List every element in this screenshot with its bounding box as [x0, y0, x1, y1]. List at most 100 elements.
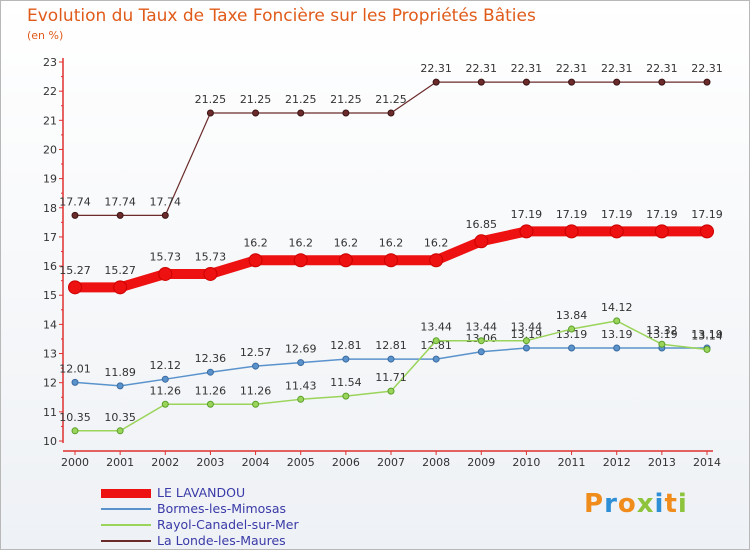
y-tick-label: 11 [43, 406, 57, 419]
x-tick-label: 2001 [106, 456, 134, 469]
data-label-le-lavandou: 16.2 [288, 237, 313, 250]
data-point-la-londe-les-maures [387, 109, 395, 117]
data-point-la-londe-les-maures [568, 78, 576, 86]
data-point-la-londe-les-maures [116, 211, 124, 219]
data-point-la-londe-les-maures [477, 78, 485, 86]
data-point-rayol-canadel-sur-mer [703, 345, 711, 353]
data-point-la-londe-les-maures [522, 78, 530, 86]
data-label-le-lavandou: 17.19 [556, 208, 588, 221]
y-tick-label: 14 [43, 318, 57, 331]
legend-swatch-la-londe [101, 540, 151, 542]
data-label-bormes-les-mimosas: 13.19 [601, 328, 633, 341]
data-point-la-londe-les-maures [342, 109, 350, 117]
legend-label-la-londe: La Londe-les-Maures [157, 533, 286, 548]
y-tick-label: 20 [43, 143, 57, 156]
data-label-bormes-les-mimosas: 11.89 [104, 366, 136, 379]
x-tick-label: 2008 [422, 456, 450, 469]
data-label-rayol-canadel-sur-mer: 13.44 [420, 321, 452, 334]
data-label-la-londe-les-maures: 22.31 [466, 62, 498, 75]
x-tick-label: 2013 [648, 456, 676, 469]
data-label-le-lavandou: 16.2 [379, 237, 404, 250]
data-label-bormes-les-mimosas: 13.19 [691, 328, 723, 341]
logo-letter: i [654, 489, 665, 519]
data-point-rayol-canadel-sur-mer [477, 337, 485, 345]
y-tick-label: 17 [43, 231, 57, 244]
proxiti-logo[interactable]: Proxiti [584, 489, 688, 519]
legend-label-bormes: Bormes-les-Mimosas [157, 501, 286, 516]
data-label-la-londe-les-maures: 17.74 [150, 195, 182, 208]
data-point-rayol-canadel-sur-mer [252, 400, 260, 408]
data-label-rayol-canadel-sur-mer: 13.32 [646, 324, 678, 337]
chart-title: Evolution du Taux de Taxe Foncière sur l… [27, 6, 536, 26]
x-tick-label: 2011 [558, 456, 586, 469]
logo-letter: t [664, 489, 678, 519]
data-point-bormes-les-mimosas [522, 344, 530, 352]
data-label-rayol-canadel-sur-mer: 10.35 [104, 411, 136, 424]
data-point-rayol-canadel-sur-mer [297, 395, 305, 403]
data-point-bormes-les-mimosas [71, 378, 79, 386]
data-point-le-lavandou [158, 266, 173, 281]
data-point-rayol-canadel-sur-mer [568, 325, 576, 333]
logo-letter: o [617, 489, 637, 519]
y-tick-label: 23 [43, 56, 57, 69]
data-point-le-lavandou [338, 253, 353, 268]
data-point-rayol-canadel-sur-mer [432, 337, 440, 345]
data-label-bormes-les-mimosas: 12.12 [150, 359, 182, 372]
logo-letter: P [584, 489, 605, 519]
data-point-la-londe-les-maures [613, 78, 621, 86]
data-label-rayol-canadel-sur-mer: 13.14 [691, 329, 723, 342]
data-label-bormes-les-mimosas: 12.01 [59, 362, 91, 375]
data-point-rayol-canadel-sur-mer [71, 427, 79, 435]
data-label-bormes-les-mimosas: 13.19 [511, 328, 543, 341]
x-tick-label: 2010 [512, 456, 540, 469]
x-tick-label: 2014 [693, 456, 721, 469]
data-label-le-lavandou: 15.27 [104, 264, 136, 277]
data-label-rayol-canadel-sur-mer: 11.71 [375, 371, 407, 384]
data-point-bormes-les-mimosas [252, 362, 260, 370]
data-label-la-londe-les-maures: 21.25 [285, 93, 317, 106]
data-label-rayol-canadel-sur-mer: 11.43 [285, 379, 317, 392]
data-point-la-londe-les-maures [161, 211, 169, 219]
data-point-bormes-les-mimosas [206, 368, 214, 376]
data-point-le-lavandou [609, 224, 624, 239]
data-point-le-lavandou [113, 280, 128, 295]
x-tick-label: 2005 [287, 456, 315, 469]
data-label-bormes-les-mimosas: 13.19 [646, 328, 678, 341]
data-point-le-lavandou [68, 280, 82, 295]
y-tick-label: 19 [43, 173, 57, 186]
data-point-le-lavandou [429, 253, 444, 268]
data-point-rayol-canadel-sur-mer [342, 392, 350, 400]
data-label-rayol-canadel-sur-mer: 13.84 [556, 309, 588, 322]
data-point-bormes-les-mimosas [297, 359, 305, 367]
data-label-le-lavandou: 15.73 [195, 250, 227, 263]
data-point-rayol-canadel-sur-mer [658, 340, 666, 348]
data-point-le-lavandou [384, 253, 398, 268]
data-point-la-londe-les-maures [432, 78, 440, 86]
data-point-bormes-les-mimosas [387, 355, 395, 363]
data-label-la-londe-les-maures: 21.25 [375, 93, 407, 106]
y-tick-label: 15 [43, 289, 57, 302]
data-point-rayol-canadel-sur-mer [116, 427, 124, 435]
data-point-la-londe-les-maures [658, 78, 666, 86]
data-label-la-londe-les-maures: 22.31 [420, 62, 452, 75]
data-label-le-lavandou: 15.27 [59, 264, 91, 277]
data-label-bormes-les-mimosas: 12.81 [375, 339, 407, 352]
data-point-la-londe-les-maures [297, 109, 305, 117]
data-label-rayol-canadel-sur-mer: 11.54 [330, 376, 362, 389]
x-tick-label: 2003 [196, 456, 224, 469]
unit-label: (en %) [27, 29, 64, 42]
data-point-rayol-canadel-sur-mer [387, 387, 395, 395]
data-label-le-lavandou: 17.19 [691, 208, 723, 221]
data-label-la-londe-les-maures: 21.25 [330, 93, 362, 106]
data-label-le-lavandou: 16.85 [466, 218, 498, 231]
legend-swatch-bormes [101, 508, 151, 510]
data-label-le-lavandou: 15.73 [150, 250, 182, 263]
data-label-rayol-canadel-sur-mer: 11.26 [195, 384, 227, 397]
data-label-rayol-canadel-sur-mer: 14.12 [601, 301, 633, 314]
logo-letter: r [604, 489, 618, 519]
x-tick-label: 2012 [603, 456, 631, 469]
x-tick-label: 2007 [377, 456, 405, 469]
data-label-bormes-les-mimosas: 12.81 [330, 339, 362, 352]
data-point-le-lavandou [564, 224, 579, 239]
data-point-rayol-canadel-sur-mer [522, 337, 530, 345]
